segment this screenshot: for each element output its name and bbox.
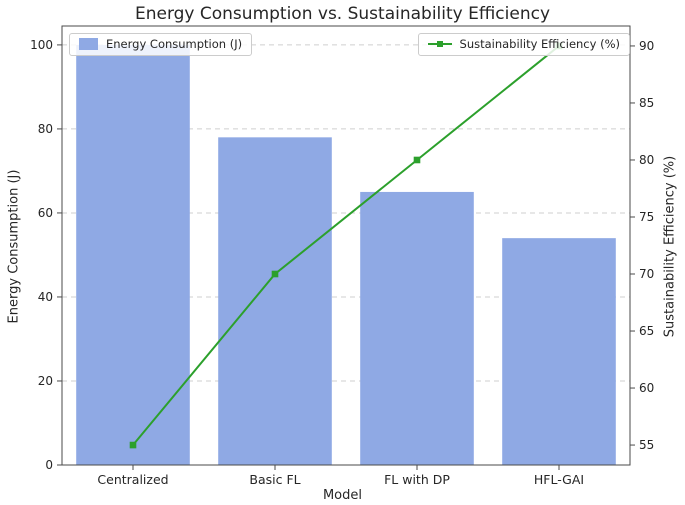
- legend-line-swatch-icon: [427, 38, 452, 50]
- marker-Centralized: [129, 441, 137, 449]
- x-axis-label: Model: [322, 488, 363, 503]
- tick-labels: 0 20 40 60 80 100 55 60 65 70 75 80 85 90 Centralized B…: [30, 38, 654, 487]
- svg-text:20: 20: [38, 374, 53, 388]
- marker-FL with DP: [413, 156, 421, 164]
- chart-title: Energy Consumption vs. Sustainability Ef…: [134, 4, 551, 24]
- bar-Basic FL: [218, 137, 332, 465]
- bar-FL with DP: [360, 191, 474, 465]
- svg-text:60: 60: [38, 206, 53, 220]
- svg-text:40: 40: [38, 290, 53, 304]
- svg-text:Centralized: Centralized: [97, 472, 168, 487]
- axes: [57, 25, 635, 470]
- svg-text:80: 80: [639, 153, 654, 167]
- svg-text:55: 55: [639, 438, 654, 452]
- bar-HFL-GAI: [502, 238, 616, 465]
- bars: [76, 44, 616, 466]
- svg-text:65: 65: [639, 324, 654, 338]
- svg-text:90: 90: [639, 39, 654, 53]
- efficiency-line: [129, 42, 563, 449]
- left-axis-label: Energy Consumption (J): [6, 169, 22, 324]
- svg-text:70: 70: [639, 267, 654, 281]
- svg-text:FL with DP: FL with DP: [384, 472, 450, 487]
- svg-text:100: 100: [30, 38, 53, 52]
- svg-text:85: 85: [639, 96, 654, 110]
- legend-energy: Energy Consumption (J): [69, 33, 253, 56]
- svg-text:HFL-GAI: HFL-GAI: [534, 472, 584, 487]
- svg-text:75: 75: [639, 210, 654, 224]
- right-axis-label: Sustainability Efficiency (%): [662, 155, 678, 338]
- bar-Centralized: [76, 44, 190, 466]
- svg-text:0: 0: [45, 458, 53, 472]
- marker-Basic FL: [271, 270, 279, 278]
- svg-text:80: 80: [38, 122, 53, 136]
- legend-sustainability: Sustainability Efficiency (%): [417, 33, 630, 56]
- svg-text:Basic FL: Basic FL: [249, 472, 300, 487]
- legend-line-marker: [436, 41, 443, 48]
- legend-sustainability-label: Sustainability Efficiency (%): [459, 37, 620, 51]
- svg-text:60: 60: [639, 381, 654, 395]
- legend-bar-swatch-icon: [79, 38, 98, 51]
- legend-energy-label: Energy Consumption (J): [106, 37, 243, 51]
